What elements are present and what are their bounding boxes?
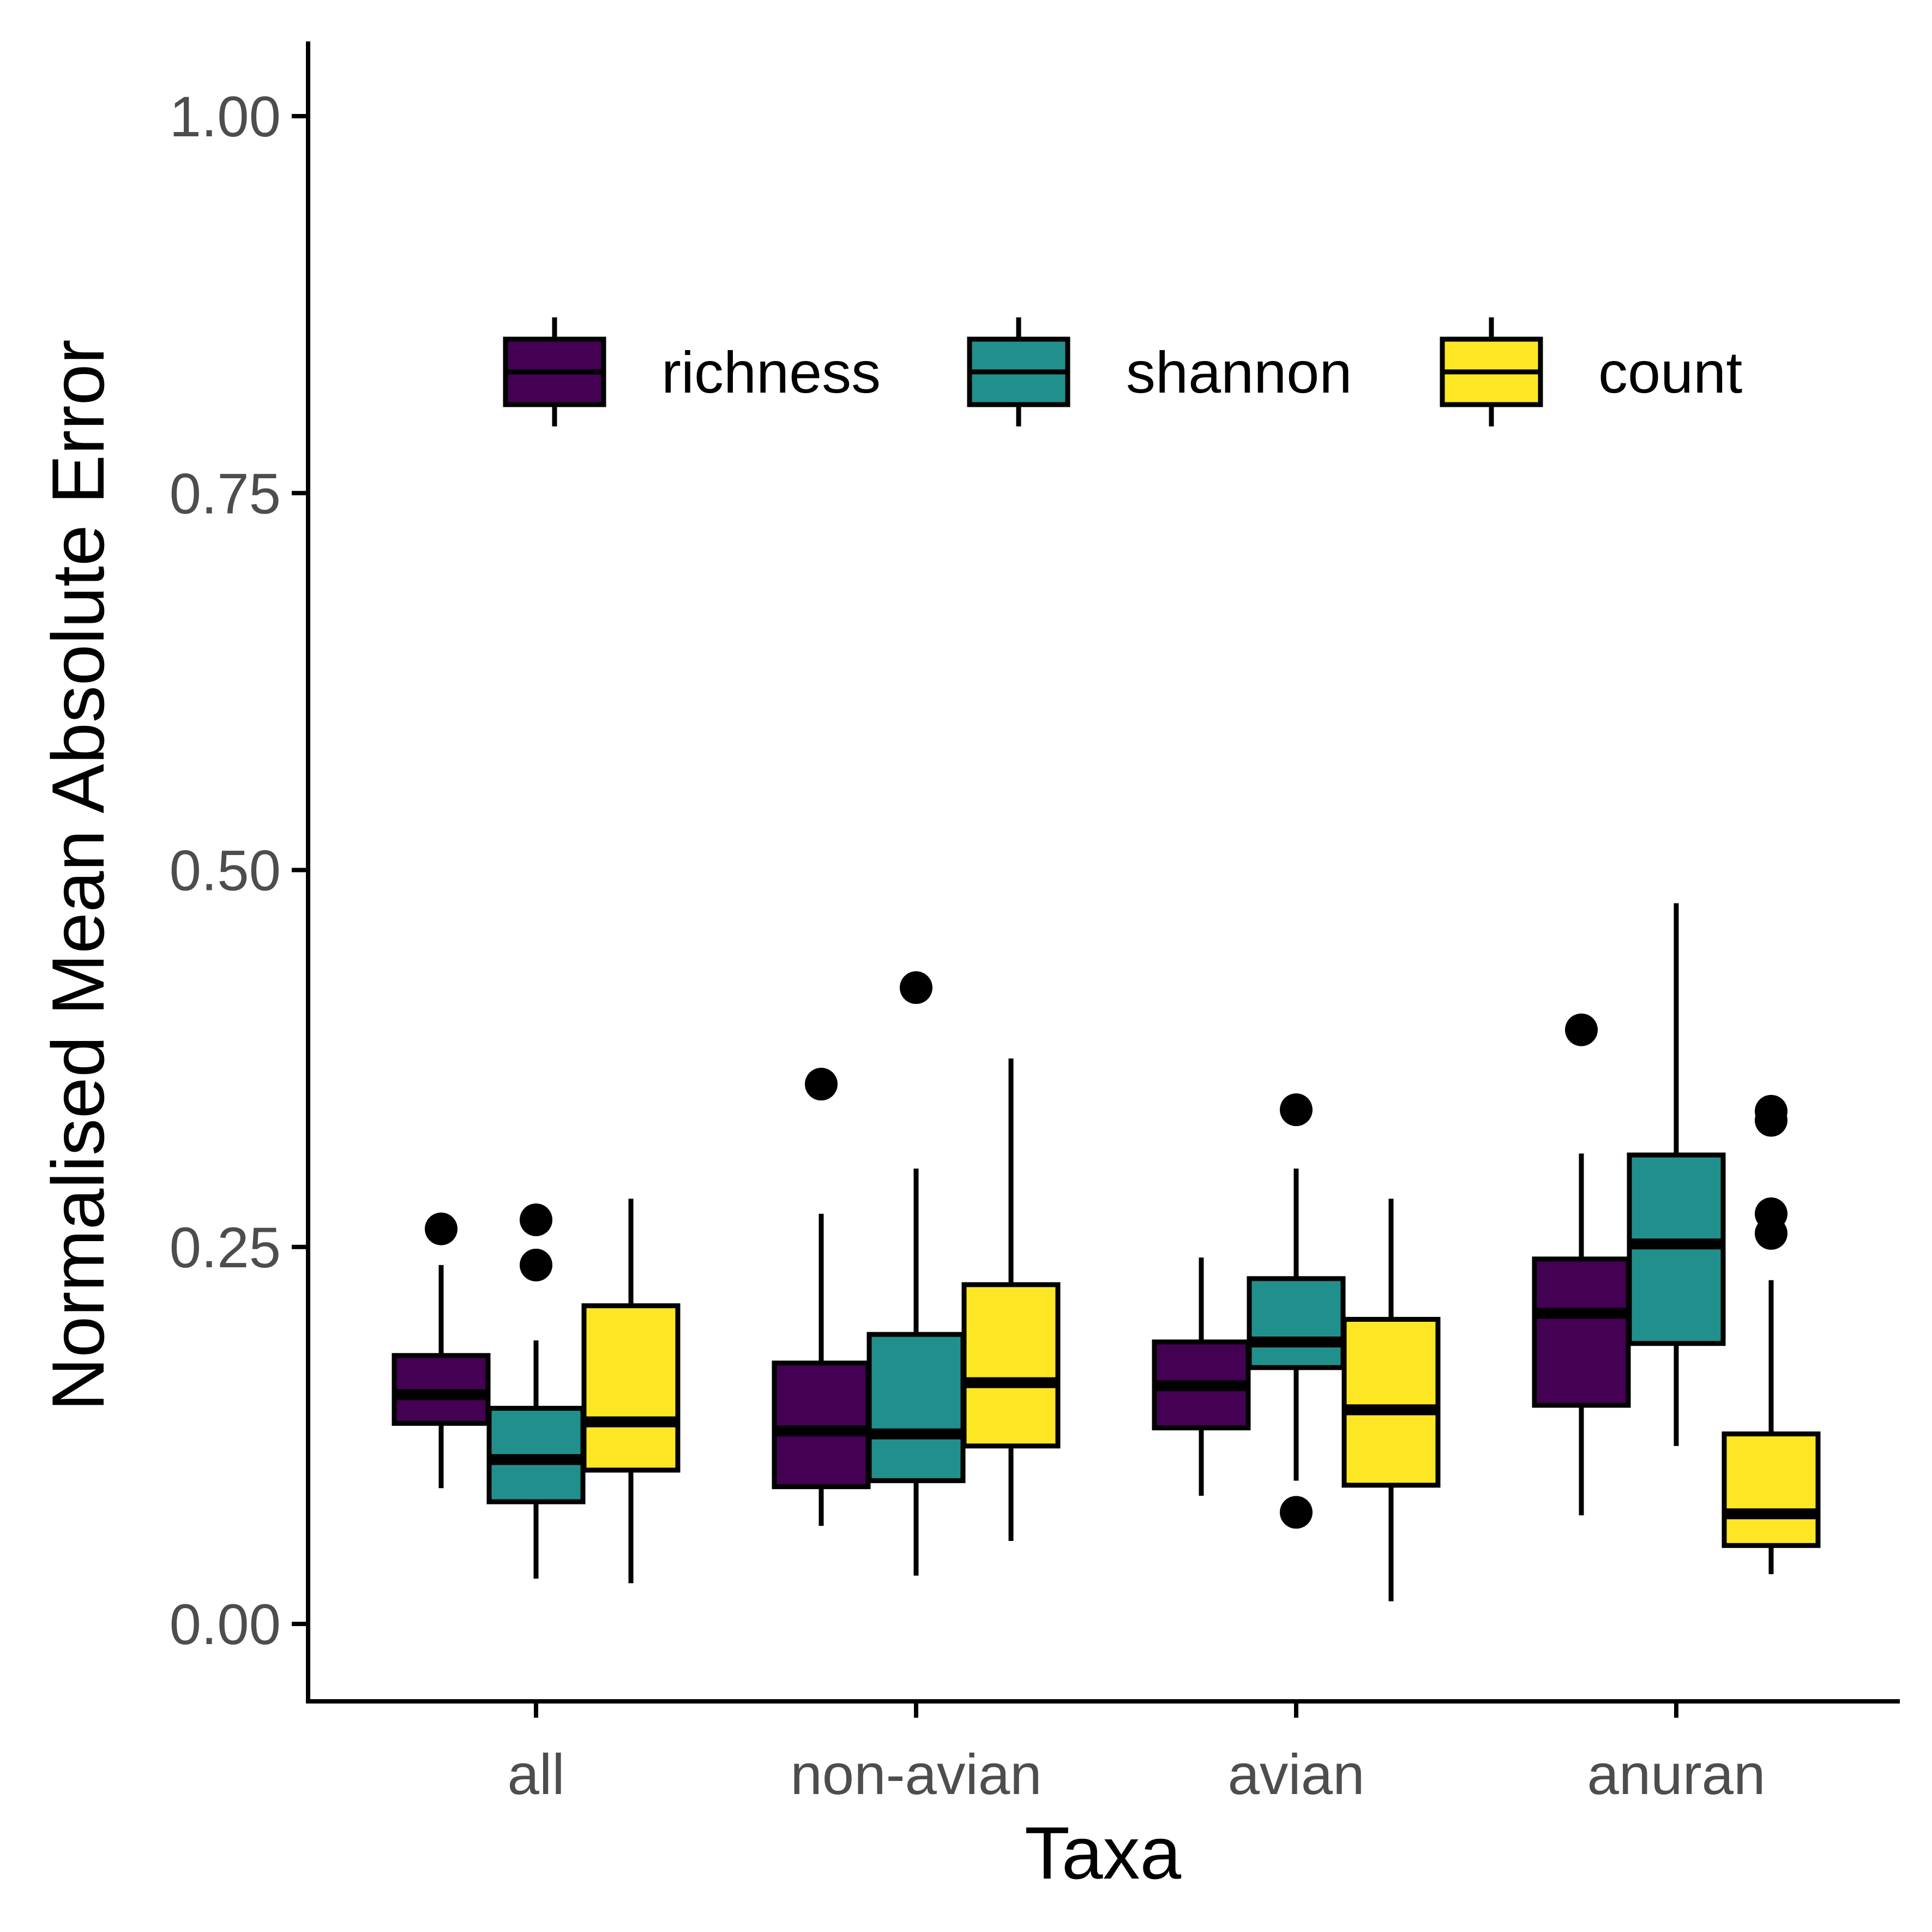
box-body bbox=[866, 1332, 966, 1483]
legend: richness shannon count bbox=[503, 317, 1742, 426]
x-tick-label: non-avian bbox=[790, 1743, 1042, 1807]
box-body bbox=[1722, 1431, 1821, 1548]
box-body bbox=[1341, 1316, 1441, 1488]
box-body bbox=[1247, 1276, 1346, 1370]
box-body bbox=[581, 1303, 681, 1473]
box-body bbox=[772, 1361, 871, 1489]
box-richness-non-avian bbox=[772, 1068, 871, 1526]
y-tick-label: 1.00 bbox=[170, 85, 281, 149]
y-axis-ticks: 0.00 0.25 0.50 0.75 1.00 bbox=[170, 85, 308, 1657]
y-axis-title: Normalised Mean Absolute Error bbox=[37, 339, 119, 1411]
box-shannon-all bbox=[486, 1203, 586, 1579]
outlier-point bbox=[520, 1203, 552, 1236]
outlier-point bbox=[805, 1068, 838, 1101]
box-richness-all bbox=[392, 1212, 491, 1489]
legend-item-shannon: shannon bbox=[967, 317, 1352, 426]
box-count-avian bbox=[1341, 1199, 1441, 1602]
legend-item-richness: richness bbox=[503, 317, 881, 426]
x-tick-label: all bbox=[507, 1743, 564, 1807]
legend-label: shannon bbox=[1126, 339, 1352, 405]
x-axis-title: Taxa bbox=[1025, 1811, 1182, 1894]
x-tick-label: anuran bbox=[1587, 1743, 1766, 1807]
outlier-point bbox=[1755, 1197, 1787, 1230]
box-shannon-non-avian bbox=[866, 971, 966, 1576]
legend-label: richness bbox=[661, 339, 881, 405]
outlier-point bbox=[1280, 1496, 1313, 1529]
box-shannon-anuran bbox=[1627, 903, 1726, 1446]
box-richness-anuran bbox=[1532, 1013, 1631, 1515]
outlier-point bbox=[520, 1248, 552, 1281]
box-body bbox=[961, 1282, 1061, 1449]
y-tick-label: 0.50 bbox=[170, 839, 281, 903]
outlier-point bbox=[1565, 1013, 1598, 1046]
legend-label: count bbox=[1598, 339, 1742, 405]
outlier-point bbox=[900, 971, 932, 1004]
outlier-point bbox=[1280, 1093, 1313, 1127]
y-tick-label: 0.25 bbox=[170, 1216, 281, 1280]
box-shannon-avian bbox=[1247, 1093, 1346, 1529]
box-count-non-avian bbox=[961, 1058, 1061, 1541]
axes bbox=[306, 41, 1900, 1704]
outlier-point bbox=[425, 1212, 458, 1245]
y-tick-label: 0.00 bbox=[170, 1593, 281, 1657]
box-richness-avian bbox=[1152, 1257, 1251, 1496]
x-tick-label: avian bbox=[1227, 1743, 1364, 1807]
box-count-all bbox=[581, 1199, 681, 1584]
box-count-anuran bbox=[1722, 1094, 1821, 1574]
box-body bbox=[1532, 1256, 1631, 1408]
legend-item-count: count bbox=[1440, 317, 1742, 426]
outlier-point bbox=[1755, 1094, 1787, 1128]
y-tick-label: 0.75 bbox=[170, 462, 281, 526]
x-axis-ticks: all non-avian avian anuran bbox=[507, 1701, 1765, 1807]
box-series bbox=[392, 903, 1821, 1602]
